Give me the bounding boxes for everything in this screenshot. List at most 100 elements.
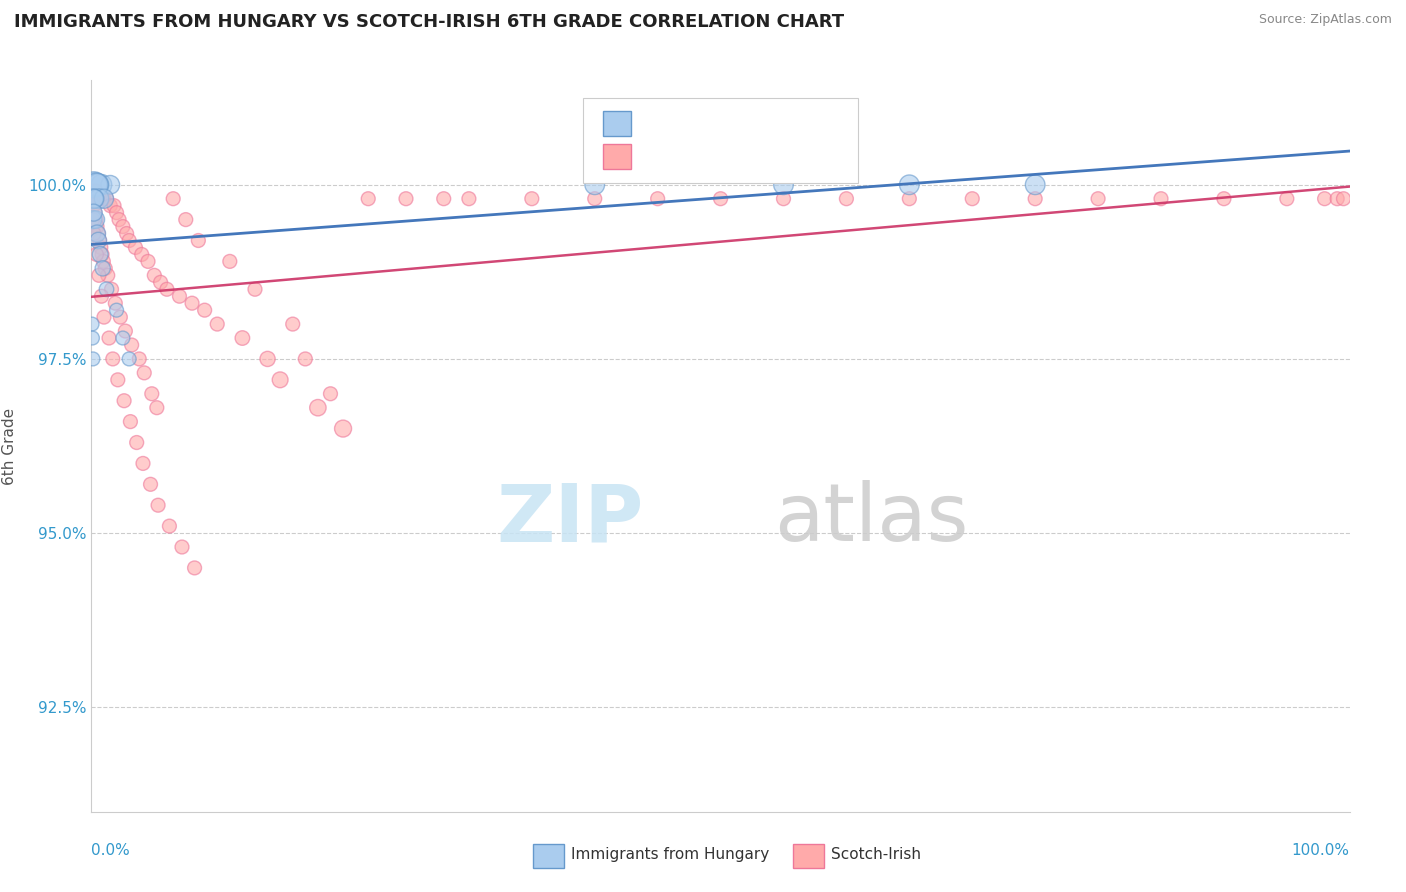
Point (105, 303, 128, 318)
Point (103, 199, 125, 213)
Point (93, 192, 115, 206)
Point (174, 212, 197, 227)
Point (90, 192, 112, 206)
Point (90, 289, 112, 303)
Point (256, 351, 278, 366)
Point (86, 219, 108, 234)
Point (83, 185, 105, 199)
Point (82, 199, 104, 213)
Point (647, 192, 669, 206)
Point (134, 366, 156, 380)
Point (118, 234, 141, 248)
Point (107, 373, 129, 387)
Point (1024, 178, 1046, 192)
Point (84, 212, 107, 227)
Point (111, 219, 134, 234)
Point (1326, 192, 1348, 206)
Point (86, 185, 108, 199)
Point (86, 178, 108, 192)
Point (332, 421, 354, 435)
Point (114, 324, 136, 338)
Point (84, 212, 107, 227)
Point (91, 192, 114, 206)
Point (898, 178, 921, 192)
Point (93, 310, 115, 325)
Point (181, 296, 204, 310)
Point (1150, 192, 1173, 206)
Point (83, 192, 105, 206)
Point (87, 227, 110, 241)
Point (96, 192, 118, 206)
Point (132, 457, 155, 471)
Point (82, 192, 104, 206)
Point (156, 282, 179, 296)
Point (115, 227, 138, 241)
Point (1087, 192, 1109, 206)
Point (294, 351, 316, 366)
Point (87, 268, 110, 283)
Text: atlas: atlas (775, 480, 969, 558)
Point (772, 192, 794, 206)
Point (962, 192, 984, 206)
Point (520, 192, 543, 206)
Point (141, 386, 163, 401)
Point (835, 192, 858, 206)
Point (162, 192, 184, 206)
Point (898, 192, 921, 206)
Point (83, 227, 105, 241)
Point (98, 199, 121, 213)
Point (82, 331, 104, 345)
Text: Scotch-Irish: Scotch-Irish (831, 847, 921, 862)
Point (170, 540, 193, 554)
Point (82, 212, 104, 227)
Point (83, 178, 105, 192)
Point (143, 268, 166, 283)
Point (124, 240, 146, 254)
Text: ZIP: ZIP (496, 480, 643, 558)
Point (281, 317, 304, 331)
Point (357, 192, 380, 206)
Point (87, 192, 110, 206)
Point (82, 351, 104, 366)
Text: IMMIGRANTS FROM HUNGARY VS SCOTCH-IRISH 6TH GRADE CORRELATION CHART: IMMIGRANTS FROM HUNGARY VS SCOTCH-IRISH … (14, 13, 844, 31)
Point (395, 192, 418, 206)
Point (100, 282, 122, 296)
Point (139, 477, 162, 491)
Point (86, 178, 108, 192)
Y-axis label: 6th Grade: 6th Grade (3, 408, 17, 484)
Point (87, 234, 110, 248)
Point (319, 386, 342, 401)
Point (157, 519, 180, 533)
Point (149, 275, 172, 289)
Point (1275, 192, 1298, 206)
Point (97, 268, 120, 283)
Point (169, 289, 191, 303)
Point (83, 205, 105, 219)
Point (243, 282, 266, 296)
Text: 0.0%: 0.0% (91, 843, 131, 858)
Point (125, 435, 148, 450)
Point (111, 331, 134, 345)
Point (146, 401, 169, 415)
Point (1313, 192, 1336, 206)
Point (433, 192, 456, 206)
Point (86, 227, 108, 241)
Point (104, 296, 127, 310)
Text: R = 0.245   N = 28: R = 0.245 N = 28 (641, 110, 825, 128)
Point (80, 317, 103, 331)
Point (583, 178, 606, 192)
Point (98, 331, 121, 345)
Point (90, 240, 112, 254)
Point (457, 192, 479, 206)
Point (89, 192, 111, 206)
Point (218, 254, 240, 268)
Point (118, 351, 141, 366)
Point (96, 282, 118, 296)
Point (105, 205, 128, 219)
Point (112, 393, 135, 408)
Point (93, 254, 115, 268)
Point (86, 192, 108, 206)
Point (110, 310, 132, 325)
Point (91, 247, 114, 261)
Point (84, 178, 107, 192)
